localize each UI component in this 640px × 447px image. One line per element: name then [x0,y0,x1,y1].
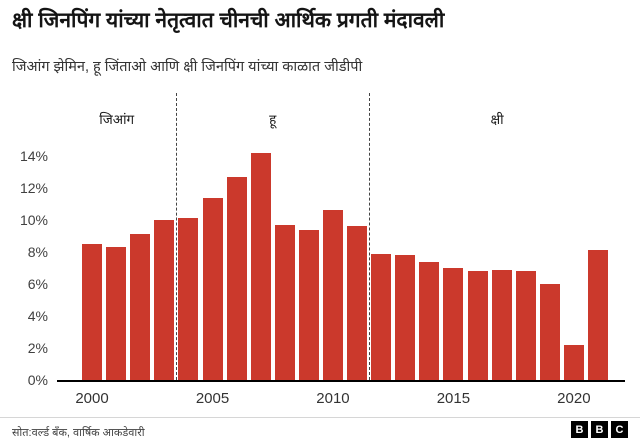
bar-2014 [419,261,440,380]
bar-2015 [443,268,464,380]
x-axis-baseline [57,380,625,382]
bbc-logo-block: B [571,421,588,438]
bar-2010 [322,210,343,380]
bar-2006 [226,176,247,380]
source-text: सोत:वर्ल्ड बँक, वार्षिक आकडेवारी [12,427,145,439]
bar-2012 [371,253,392,380]
page-title: क्षी जिनपिंग यांच्या नेतृत्वात चीनची आर्… [12,9,445,32]
bar-2020 [563,344,584,380]
bar-2001 [106,247,127,380]
era-separator [176,93,178,380]
y-tick-label: 12% [19,180,48,196]
bar-2021 [587,250,608,380]
bar-2018 [515,271,536,380]
chart-subtitle: जिआंग झेमिन, हू जिंताओ आणि क्षी जिनपिंग … [12,59,363,75]
bar-2019 [539,284,560,380]
x-axis: 2000 2005 2010 2015 2020 [57,388,625,410]
bar-2009 [298,229,319,380]
y-tick-label: 6% [27,276,48,292]
y-tick-label: 4% [27,308,48,324]
y-tick-label: 10% [19,212,48,228]
era-label: हू [269,112,277,127]
y-axis: 0% 2% 4% 6% 8% 10% 12% 14% [6,90,52,388]
bar-2017 [491,269,512,380]
bar-2007 [250,152,271,380]
x-tick-label: 2000 [75,390,109,407]
x-tick-label: 2005 [195,390,230,407]
bar-2016 [467,271,488,380]
era-label: क्षी [490,112,504,127]
bar-2004 [178,218,199,380]
bbc-logo: B B C [571,421,628,438]
plot-area: जिआंग हू क्षी [57,90,625,380]
footer-divider [0,417,640,418]
y-tick-label: 2% [27,340,48,356]
x-tick-label: 2010 [316,390,350,407]
y-tick-label: 14% [19,148,48,164]
bar-2013 [395,255,416,380]
era-label: जिआंग [99,112,135,127]
era-separator [369,93,371,380]
x-tick-label: 2015 [436,390,471,407]
bar-2011 [347,226,368,380]
bbc-logo-block: C [611,421,628,438]
bar-2002 [130,234,151,380]
bar-2008 [274,224,295,380]
y-tick-label: 0% [27,372,48,388]
bbc-logo-block: B [591,421,608,438]
y-tick-label: 8% [27,244,48,260]
x-tick-label: 2020 [557,390,591,407]
bar-2000 [82,244,103,380]
bar-2005 [202,197,223,380]
bar-2003 [154,220,175,380]
